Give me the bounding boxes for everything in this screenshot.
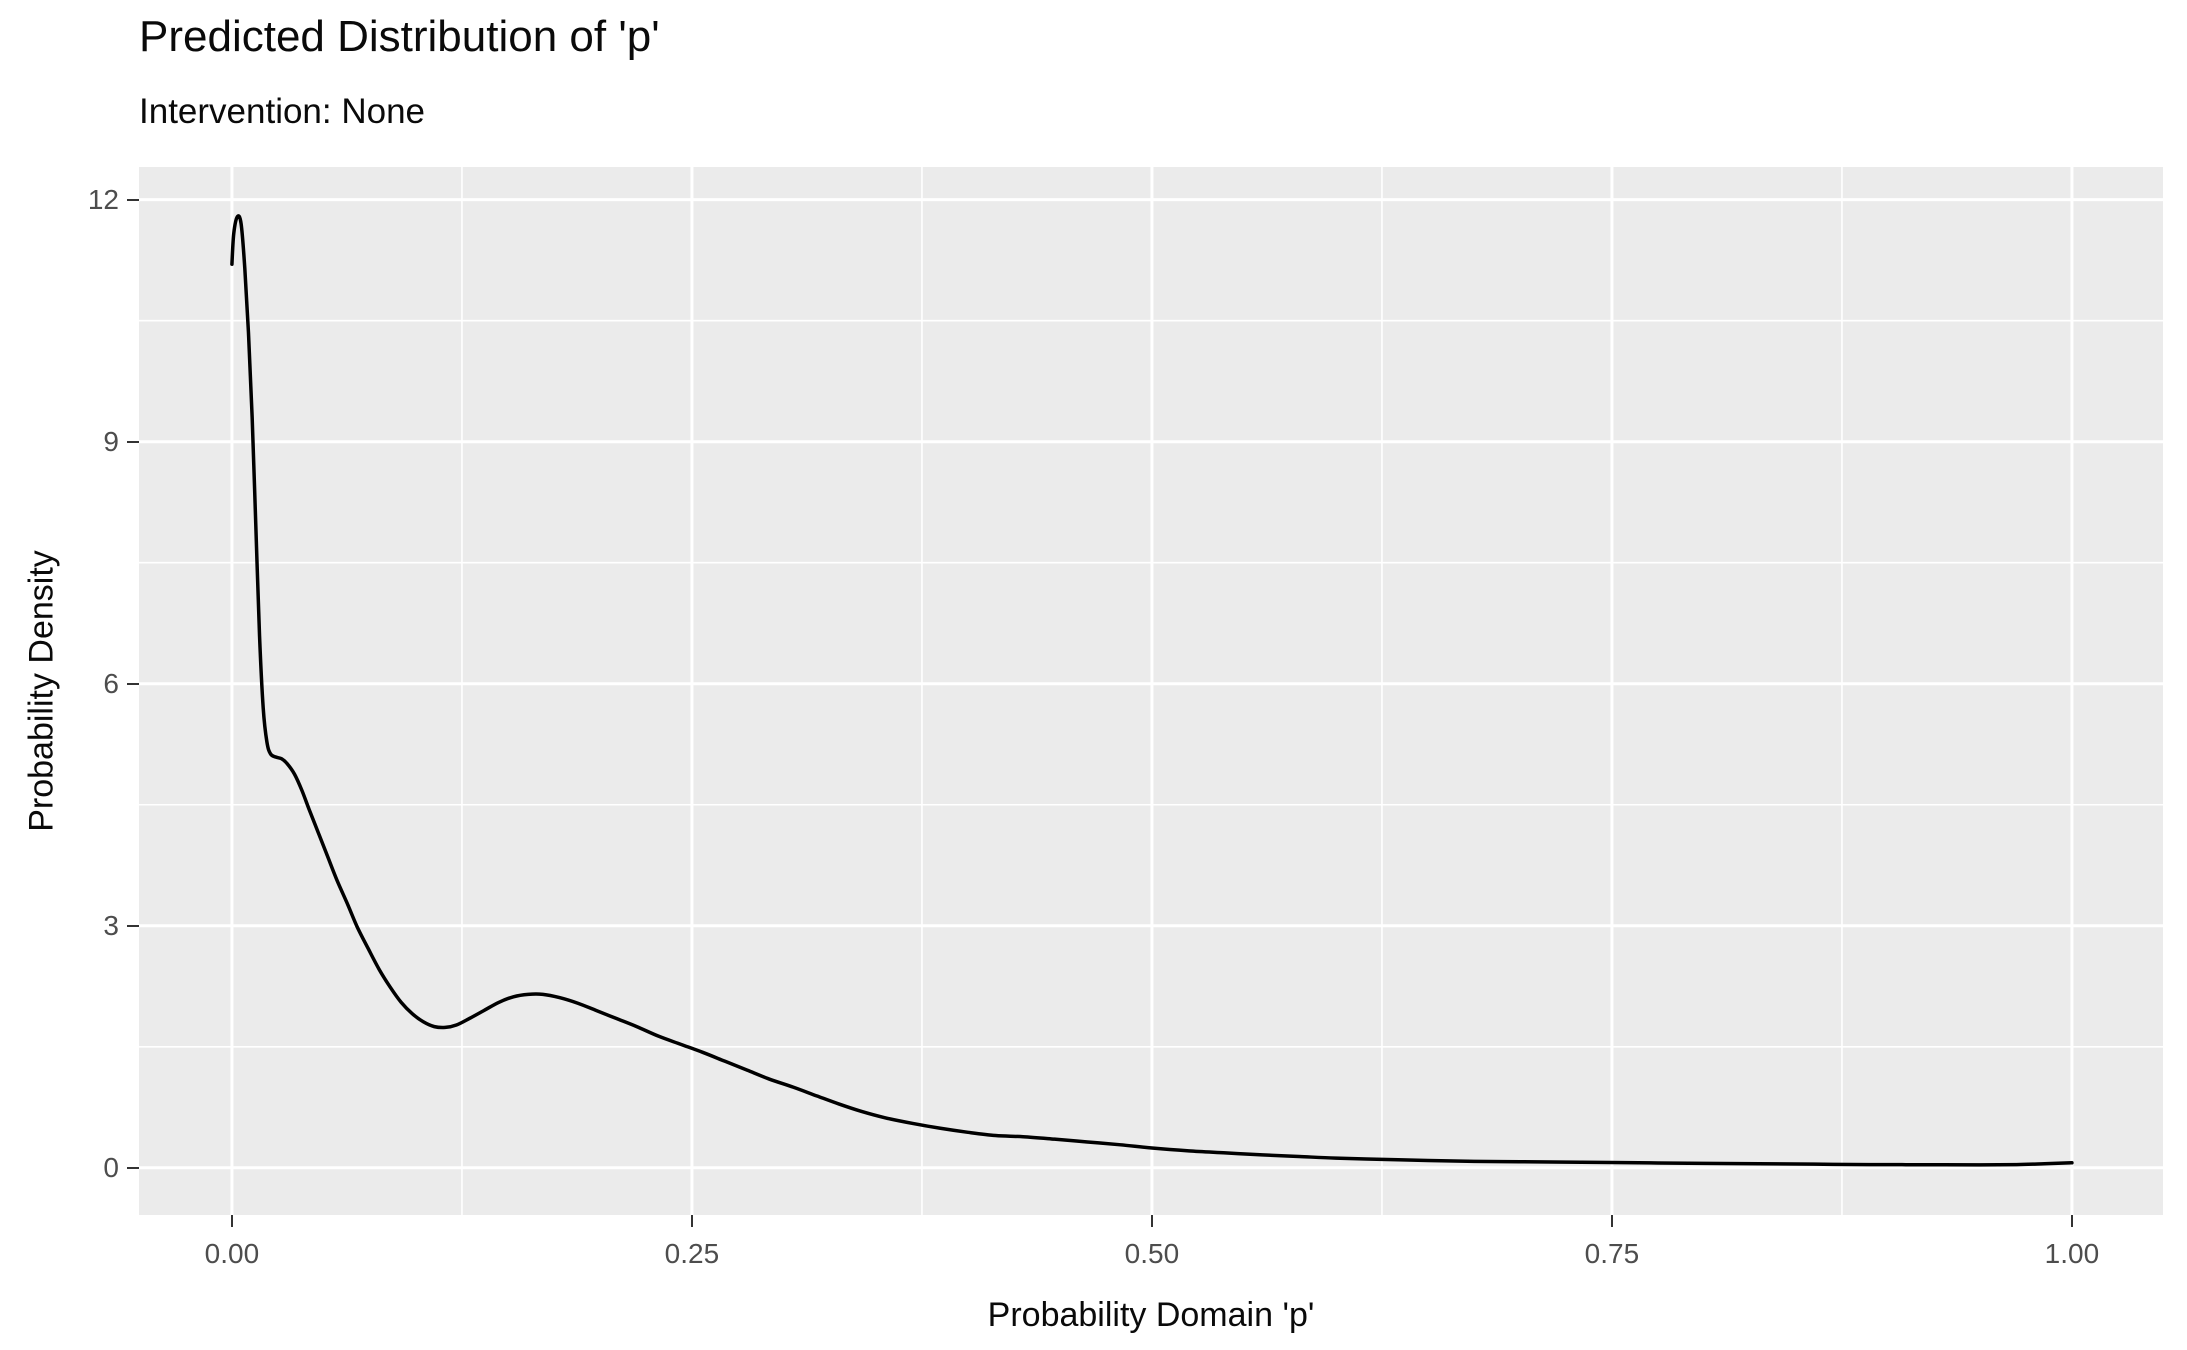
y-tick-label: 0 — [103, 1151, 119, 1183]
x-tick-mark — [690, 1215, 693, 1227]
y-axis-title: Probability Density — [22, 550, 61, 832]
chart-subtitle: Intervention: None — [139, 92, 426, 131]
x-tick-label: 0.75 — [1584, 1238, 1640, 1269]
x-tick-mark — [2070, 1215, 2073, 1227]
x-tick-label: 0.00 — [204, 1238, 260, 1269]
chart-title: Predicted Distribution of 'p' — [139, 12, 660, 61]
y-tick-label: 3 — [103, 909, 119, 941]
plot-svg — [139, 167, 2163, 1215]
y-tick-mark — [127, 440, 139, 443]
y-tick-mark — [127, 1166, 139, 1169]
y-tick-mark — [127, 198, 139, 201]
x-tick-label: 0.50 — [1124, 1238, 1180, 1269]
x-tick-mark — [1150, 1215, 1153, 1227]
y-tick-label: 6 — [103, 667, 119, 699]
plot-panel — [139, 167, 2163, 1215]
y-tick-mark — [127, 924, 139, 927]
density-curve — [230, 214, 2074, 1167]
x-tick-mark — [1610, 1215, 1613, 1227]
x-tick-label: 0.25 — [664, 1238, 720, 1269]
y-tick-mark — [127, 682, 139, 685]
y-tick-label: 12 — [87, 183, 119, 215]
y-tick-label: 9 — [103, 425, 119, 457]
x-tick-mark — [230, 1215, 233, 1227]
x-axis-title: Probability Domain 'p' — [987, 1296, 1315, 1334]
x-tick-label: 1.00 — [2044, 1238, 2100, 1269]
